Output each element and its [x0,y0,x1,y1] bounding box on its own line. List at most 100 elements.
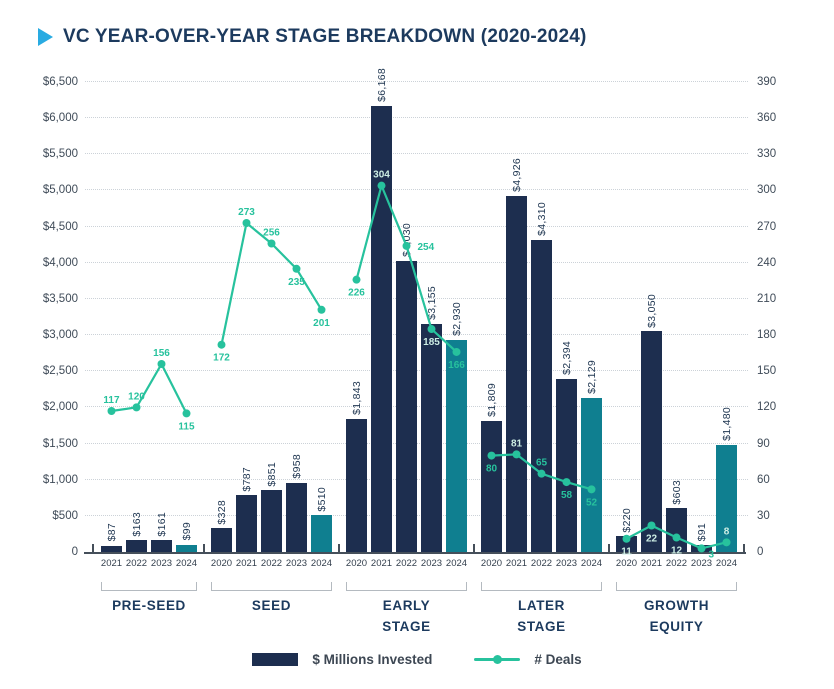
deals-point [487,451,496,460]
gridline [85,81,748,82]
legend-label-deals: # Deals [534,652,582,667]
bar-2023 [421,323,442,552]
deals-point [587,485,596,494]
deals-point [697,544,706,553]
deals-value-label: 3 [709,549,715,560]
deals-point [377,181,386,190]
x-axis-year-label: 2021 [505,558,528,569]
bar-2023 [151,540,172,552]
x-axis-year-label: 2023 [555,558,578,569]
deals-point [107,407,116,415]
bar-2021 [101,545,122,552]
stage-label: GROWTH EQUITY [643,598,710,634]
x-axis-year-label: 2022 [125,558,148,569]
deals-value-label: 156 [153,348,170,359]
deals-point [267,239,276,248]
right-axis-tick-label: 150 [757,365,777,378]
bar-2023 [556,378,577,552]
right-axis-tick-label: 300 [757,184,777,197]
deals-point [317,305,326,314]
deals-point [722,538,731,547]
stage-label: EARLY STAGE [382,598,431,634]
bar-2024 [176,544,197,552]
plot-area: $87 $163 $161 $99 $328 $787 $851 $958 $510 $1,843… [84,68,748,560]
left-axis-tick-label: 0 [71,546,78,558]
invested-swatch-icon [252,653,299,666]
x-axis-year-label: 2020 [615,558,638,569]
deals-point [647,521,656,530]
x-axis-year-label: 2024 [310,558,333,569]
legend-item-deals: # Deals [474,652,582,667]
chart-title: VC YEAR-OVER-YEAR STAGE BREAKDOWN (2020-… [63,26,587,47]
bar-2021 [506,195,527,552]
bar-2021 [371,106,392,552]
x-axis-year-label: 2021 [370,558,393,569]
left-axis-tick-label: $1,000 [42,473,78,486]
x-axis-year-label: 2024 [580,558,603,569]
x-axis-group-tick [92,544,94,554]
stage-bracket [616,582,737,591]
left-axis-tick-label: $5,000 [42,184,78,197]
deals-value-label: 254 [418,242,435,253]
gridline [85,153,748,155]
stage-label: SEED [251,598,292,613]
left-axis-tick-label: $5,500 [42,148,78,161]
x-axis-year-label: 2020 [345,558,368,569]
x-axis-year-label: 2021 [640,558,663,569]
deals-value-label: 226 [348,288,365,299]
x-axis-group-tick [608,544,610,554]
deals-point [157,360,166,368]
deals-value-label: 80 [486,464,498,475]
deals-point [242,219,251,227]
x-axis-line [84,552,746,554]
legend-label-invested: $ Millions Invested [312,652,433,667]
left-axis-tick-label: $3,000 [42,329,78,342]
x-axis-year-label: 2024 [715,558,738,569]
deals-value-label: 120 [128,391,145,402]
x-axis-year-label: 2021 [235,558,258,569]
right-axis-tick-label: 270 [757,220,777,233]
deals-point [562,478,571,487]
x-axis-year-label: 2023 [285,558,308,569]
deals-point [512,450,521,459]
deals-value-label: 115 [178,421,195,432]
bar-2022 [666,508,687,552]
deals-line-icon [474,655,521,664]
bar-2022 [261,490,282,552]
right-axis-tick-label: 240 [757,256,777,269]
right-axis-tick-label: 210 [757,292,777,305]
deals-point [217,340,226,349]
deals-value-label: 22 [646,533,658,544]
deals-point [672,533,681,542]
right-axis-tick-label: 120 [757,401,777,414]
deals-point [452,347,461,356]
left-axis-tick-label: $4,000 [42,256,78,269]
left-axis-tick-label: $1,500 [42,437,78,450]
deals-value-label: 65 [536,458,548,469]
deals-value-label: 185 [423,337,440,348]
bar-2022 [126,540,147,552]
right-axis-tick-label: 0 [757,546,764,558]
x-axis-year-label: 2024 [175,558,198,569]
deals-line-layer: 117 120 156 115 172 273 256 235 201 226 304 254 185 1… [103,170,731,560]
legend-item-invested: $ Millions Invested [252,652,432,667]
deals-value-label: 11 [621,547,632,558]
right-axis-tick-label: 390 [757,76,777,88]
deals-value-label: 304 [373,170,390,181]
chart-title-row: VC YEAR-OVER-YEAR STAGE BREAKDOWN (2020-… [38,26,587,48]
right-axis-tick-label: 330 [757,148,777,161]
stage-bracket [101,582,197,591]
stage-bracket [481,582,602,591]
x-axis-group-tick [338,544,340,554]
deals-polyline [111,361,188,414]
gridline [85,225,748,227]
deals-point [402,241,411,250]
x-axis-year-label: 2023 [150,558,173,569]
bar-2024 [581,398,602,552]
left-axis-tick-label: $3,500 [42,292,78,305]
x-axis-year-label: 2023 [690,558,713,569]
deals-value-label: 235 [288,277,305,288]
left-axis-tick-label: $6,000 [42,112,78,125]
x-axis-year-label: 2022 [665,558,688,569]
